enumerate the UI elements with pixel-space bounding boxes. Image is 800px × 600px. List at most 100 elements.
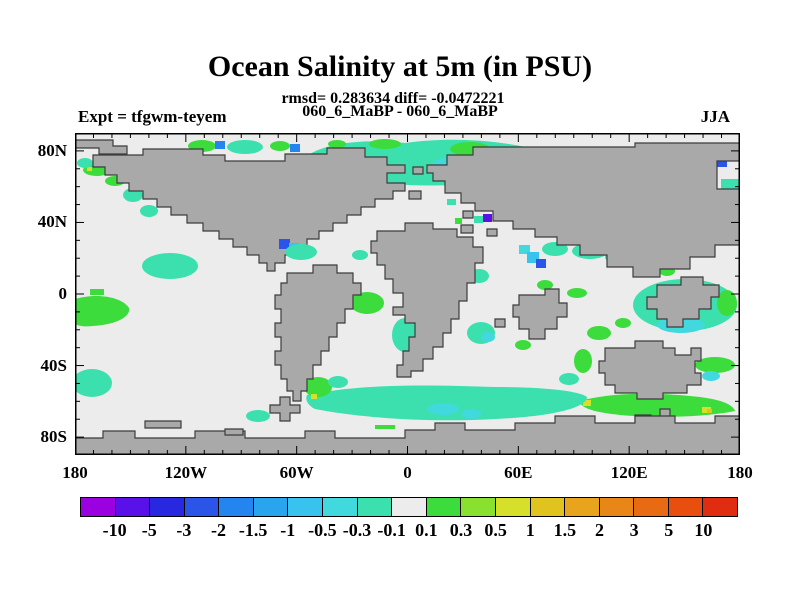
arctic-green-mid	[328, 140, 346, 148]
caspian-teal-cell	[474, 216, 483, 223]
na-arctic-green-2	[270, 141, 290, 151]
southern-ocean-cyan-1	[427, 403, 459, 415]
plot-title: Ocean Salinity at 5m (in PSU)	[207, 50, 593, 83]
med-teal-cell	[447, 199, 456, 205]
colorbar-segment-12	[494, 498, 530, 516]
auswest-teal	[559, 373, 579, 385]
tethys-blue-cell	[536, 259, 546, 268]
colorbar-label: -3	[176, 520, 192, 540]
colorbar-segment-7	[322, 498, 357, 516]
southern-ocean-teal-band	[306, 385, 587, 421]
colorbar-label: 0.5	[484, 520, 507, 540]
colorbar-segment-13	[529, 498, 565, 516]
colorbar-label: -1	[280, 520, 296, 540]
land-spacific-island-1	[144, 420, 182, 429]
na-arctic-teal	[227, 140, 263, 154]
eafrica-cyan	[481, 332, 495, 342]
satip-green	[304, 377, 332, 397]
y-axis-label: 80N	[37, 140, 67, 160]
colorbar-segment-2	[149, 498, 184, 516]
land-australia	[598, 340, 702, 400]
stats-line: rmsd= 0.283634 diff= -0.0472221	[281, 90, 505, 107]
colorbar-label: 3	[629, 520, 639, 540]
ausnorth-green-2	[615, 318, 631, 328]
map-container	[75, 133, 740, 455]
colorbar-label: 0.3	[449, 520, 473, 540]
colorbar-segment-15	[598, 498, 634, 516]
land-tethys-island-a	[462, 210, 474, 219]
na-west-yellow-dot	[87, 167, 92, 171]
india-green-north	[537, 280, 553, 290]
guinea-green-blob	[350, 292, 384, 314]
colorbar-segment-8	[356, 498, 392, 516]
y-axis-label: 40N	[37, 212, 67, 232]
comparison-line: 060_6_MaBP - 060_6_MaBP	[302, 103, 498, 120]
experiment-label: Expt = tfgwm-teyem	[78, 107, 227, 126]
x-axis-labels: 180 120W 60W 0 60E 120E 180	[62, 462, 753, 484]
satip-teal	[328, 376, 348, 388]
x-axis-label: 180	[727, 463, 753, 482]
x-axis-label: 120W	[164, 463, 208, 482]
land-africa	[370, 222, 484, 378]
seasia-green-east	[717, 290, 737, 316]
tethys-cyan-cell	[519, 245, 530, 254]
y-axis-label: 0	[58, 284, 68, 303]
colorbar-segment-14	[564, 498, 599, 516]
tethys-cyanblue-cell	[527, 252, 539, 263]
india-green-south	[515, 340, 531, 350]
land-madagascar-island	[494, 318, 506, 328]
na-coast-teal-2	[140, 205, 158, 217]
antarctic-coast-green	[375, 425, 395, 429]
atlantic-teal-small	[352, 250, 368, 260]
colorbar-label: -0.3	[342, 520, 372, 540]
colorbar-label: 10	[694, 520, 713, 540]
land-eurasia	[426, 142, 740, 278]
colorbar-label: 1	[525, 520, 535, 540]
x-axis-label: 0	[403, 463, 412, 482]
satip-yellow-dot	[311, 394, 317, 399]
na-arctic-blue-cell	[215, 141, 225, 149]
colorbar-segment-6	[287, 498, 323, 516]
colorbar-segment-5	[252, 498, 288, 516]
colorbar-segment-11	[460, 498, 495, 516]
x-axis-label: 120E	[610, 463, 648, 482]
auswest-green	[574, 349, 592, 373]
colorbar-label: -5	[141, 520, 157, 540]
cross-island-teal	[246, 410, 270, 422]
colorbar-segments	[81, 498, 737, 516]
colorbar-label: -10	[102, 520, 127, 540]
hudson-blue-cell	[290, 144, 300, 152]
land-spacific-island-2	[224, 428, 244, 436]
india-green-east	[567, 288, 587, 298]
x-axis-label: 60E	[504, 463, 533, 482]
colorbar-label: 1.5	[553, 520, 577, 540]
equator-left-green-band	[75, 295, 130, 327]
colorbar-segment-18	[702, 498, 737, 516]
colorbar-label: -2	[211, 520, 227, 540]
southern-ocean-cyan-2	[461, 409, 481, 419]
ausnorth-green-1	[587, 326, 611, 340]
auseast-cyan	[702, 371, 720, 381]
colorbar-segment-10	[425, 498, 461, 516]
aus-south-yellow-2	[702, 407, 711, 413]
colorbar-label: 5	[664, 520, 674, 540]
land-tethys-island-b	[460, 224, 474, 234]
colorbar-labels: -10 -5 -3 -2 -1.5 -1 -0.5 -0.3 -0.1 0.1 0.3 0.5 1 1.5…	[80, 519, 738, 541]
colorbar-segment-1	[114, 498, 150, 516]
auseast-green	[695, 357, 735, 373]
colorbar-segment-17	[667, 498, 703, 516]
land-tethys-island-c	[486, 228, 498, 237]
land-cross-island	[269, 396, 301, 422]
blacksea-green-cell	[455, 218, 462, 224]
pacific-teal-blob	[142, 253, 198, 279]
season-label: JJA	[700, 107, 730, 126]
land-svalbard-island	[412, 166, 424, 175]
x-axis-label: 60W	[279, 463, 314, 482]
land-antarctica	[75, 415, 740, 455]
aus-south-gold	[707, 409, 712, 413]
colorbar-label: 2	[594, 520, 604, 540]
colorbar	[80, 497, 738, 517]
south-left-teal-blob	[75, 369, 112, 397]
gulf-teal	[285, 244, 317, 260]
